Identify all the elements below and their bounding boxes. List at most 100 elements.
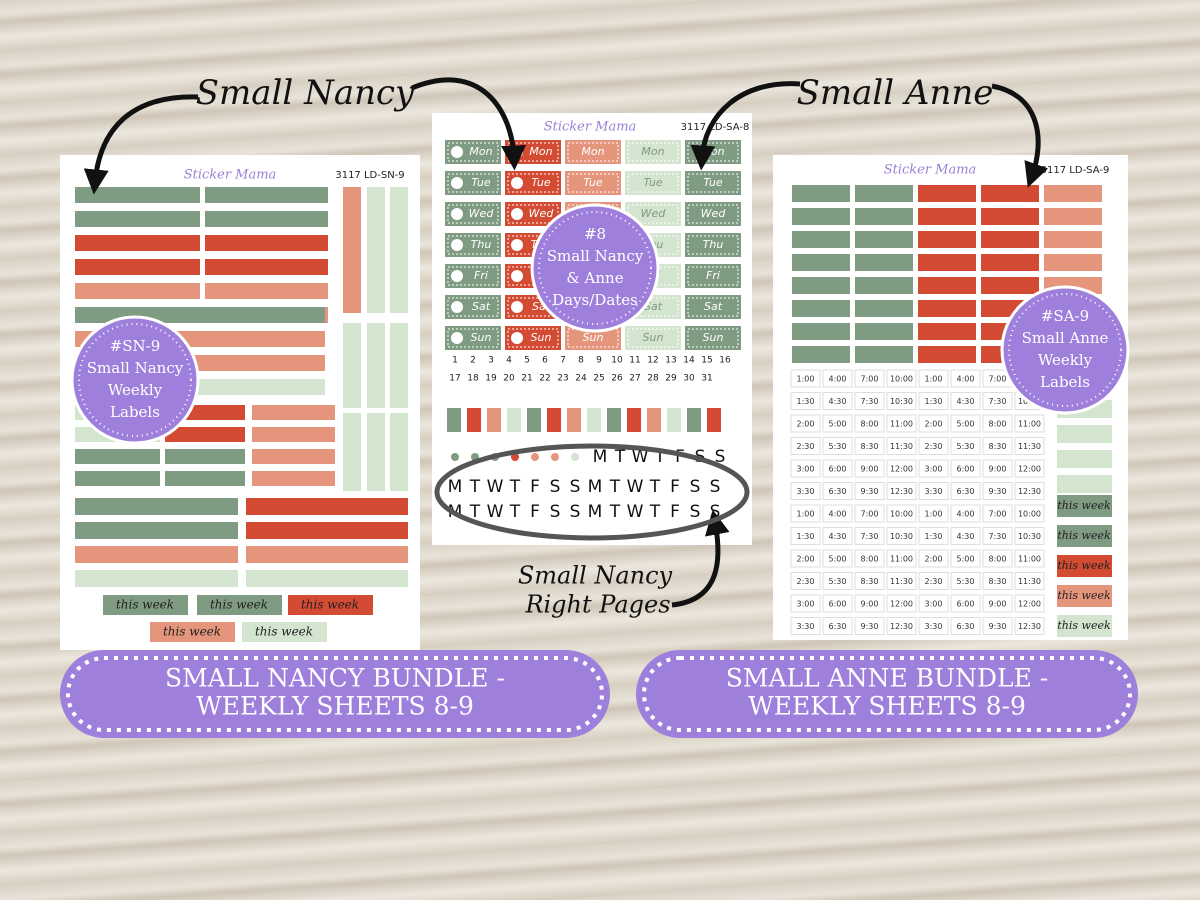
sticker	[918, 323, 976, 340]
label: 28	[647, 374, 659, 384]
label: 6:30	[829, 487, 847, 496]
time-box	[918, 594, 949, 613]
sticker	[687, 408, 701, 432]
sticker-border	[687, 297, 739, 317]
sticker	[792, 346, 850, 363]
label: 1	[452, 356, 458, 366]
label: 25	[593, 374, 604, 384]
sticker	[1057, 475, 1112, 493]
label: this week	[163, 625, 221, 639]
sticker	[252, 405, 335, 420]
label: 12:30	[1018, 487, 1041, 496]
label: 9:30	[861, 622, 879, 631]
label: 15	[701, 356, 712, 366]
time-box	[950, 572, 981, 590]
time-box	[822, 504, 853, 523]
time-box	[886, 572, 917, 590]
label: 2:30	[797, 442, 815, 451]
label: & Anne	[566, 269, 623, 287]
label: 4:30	[957, 532, 975, 541]
label: Sun	[531, 331, 552, 344]
check-circle	[451, 239, 463, 251]
label: 8:00	[989, 420, 1007, 429]
sticker	[197, 595, 282, 615]
label: 5:00	[957, 555, 975, 564]
sticker	[205, 211, 328, 227]
check-circle	[511, 301, 523, 313]
sticker	[855, 208, 913, 225]
label: Sticker Mama	[544, 120, 637, 135]
sticker	[855, 346, 913, 363]
label: 4:00	[829, 375, 847, 384]
check-circle	[511, 177, 523, 189]
sticker	[918, 208, 976, 225]
label: this week	[301, 598, 359, 612]
time-box	[854, 482, 885, 500]
label: 7:00	[861, 510, 879, 519]
sticker	[792, 185, 850, 202]
label: 1:30	[925, 397, 943, 406]
sticker	[685, 233, 741, 257]
sticker	[918, 300, 976, 317]
sticker	[918, 185, 976, 202]
label: S	[690, 477, 701, 497]
label: 9:30	[861, 487, 879, 496]
label: 11:00	[1018, 420, 1041, 429]
time-box	[886, 617, 917, 635]
label: Sun	[643, 331, 664, 344]
sticker	[625, 326, 681, 350]
label: Mon	[581, 145, 604, 158]
sticker	[75, 546, 238, 563]
label: 1:00	[925, 510, 943, 519]
time-box	[950, 549, 981, 568]
sticker	[707, 408, 721, 432]
label: 18	[467, 374, 479, 384]
time-box	[1014, 437, 1045, 455]
time-box	[918, 549, 949, 568]
time-box	[822, 414, 853, 433]
badge-dots	[78, 323, 192, 437]
sticker-border	[447, 266, 499, 286]
time-box	[982, 392, 1013, 410]
label: 12:30	[1018, 622, 1041, 631]
label: 9:30	[989, 622, 1007, 631]
label: Small Anne	[1022, 329, 1109, 347]
sticker	[75, 283, 200, 299]
banner-dots	[66, 656, 604, 732]
label: F	[530, 477, 540, 497]
label: Fri	[474, 269, 488, 282]
sticker-border	[447, 235, 499, 255]
label: S	[550, 477, 561, 497]
time-box	[886, 414, 917, 433]
sticker	[75, 498, 238, 515]
heart	[571, 453, 579, 461]
label: 17	[449, 374, 460, 384]
label: T	[649, 477, 661, 497]
label: Small Nancy	[547, 247, 644, 265]
arrows	[83, 77, 1048, 608]
time-box	[822, 459, 853, 478]
sticker-border	[627, 328, 679, 348]
time-box	[918, 392, 949, 410]
sticker	[792, 254, 850, 271]
label: Sun	[471, 331, 492, 344]
sticker	[390, 187, 408, 313]
label: 8:00	[861, 420, 879, 429]
label: Thu	[471, 238, 492, 251]
check-circle	[451, 270, 463, 282]
time-box	[950, 527, 981, 545]
label: T	[509, 477, 521, 497]
annotation: Small Anne	[797, 73, 994, 113]
sticker	[981, 185, 1039, 202]
sticker	[647, 408, 661, 432]
sticker	[855, 185, 913, 202]
label: this week	[1057, 529, 1111, 542]
sticker-border	[687, 235, 739, 255]
sticker	[855, 323, 913, 340]
time-box	[854, 617, 885, 635]
time-box	[1014, 617, 1045, 635]
label: 30	[683, 374, 695, 384]
label: 5:00	[957, 420, 975, 429]
sticker	[792, 323, 850, 340]
label: 9:00	[861, 600, 879, 609]
